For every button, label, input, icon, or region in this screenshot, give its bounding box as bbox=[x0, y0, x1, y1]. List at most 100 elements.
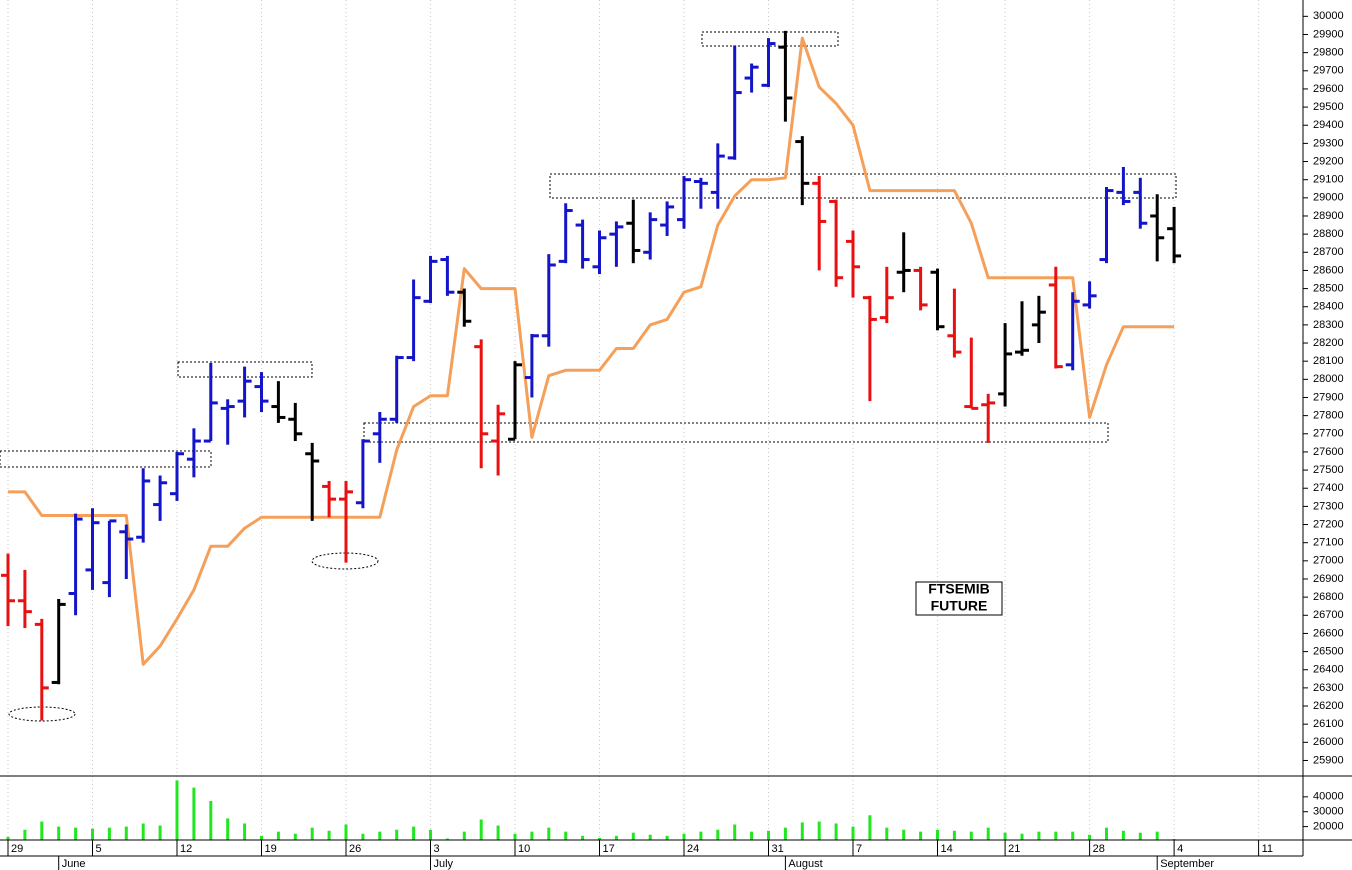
y-tick-label: 26100 bbox=[1313, 718, 1344, 730]
month-label: June bbox=[62, 858, 86, 870]
grid bbox=[7, 0, 1260, 840]
volume-bar bbox=[682, 833, 686, 840]
volume-bar bbox=[175, 780, 179, 840]
volume-bar bbox=[1138, 832, 1142, 840]
y-tick-label: 28300 bbox=[1313, 319, 1344, 331]
volume-bar bbox=[547, 827, 551, 840]
y-tick-label: 29000 bbox=[1313, 192, 1344, 204]
x-tick-label: 7 bbox=[856, 843, 862, 855]
plot bbox=[1, 30, 1182, 840]
y-tick-label: 25900 bbox=[1313, 754, 1344, 766]
volume-bar bbox=[1172, 838, 1176, 840]
x-tick-label: 19 bbox=[265, 843, 277, 855]
axes: 25900 26000 26100 26200 26300 26400 26500 26600… bbox=[7, 10, 1344, 870]
y-tick-label: 27300 bbox=[1313, 500, 1344, 512]
y-tick-label: 27700 bbox=[1313, 428, 1344, 440]
y-tick-label: 26000 bbox=[1313, 736, 1344, 748]
x-tick-label: 3 bbox=[434, 843, 440, 855]
y-tick-label: 27800 bbox=[1313, 410, 1344, 422]
volume-bar bbox=[513, 833, 517, 840]
y-tick-label: 30000 bbox=[1313, 10, 1344, 22]
y-tick-label: 28100 bbox=[1313, 355, 1344, 367]
volume-bar bbox=[767, 830, 770, 840]
y-tick-label: 28500 bbox=[1313, 282, 1344, 294]
volume-bar bbox=[1020, 833, 1024, 840]
y-tick-label: 28200 bbox=[1313, 337, 1344, 349]
y-tick-label: 28900 bbox=[1313, 210, 1344, 222]
x-tick-label: 4 bbox=[1177, 843, 1183, 855]
volume-bar bbox=[969, 831, 973, 840]
volume-bar bbox=[1003, 832, 1007, 840]
volume-bar bbox=[23, 829, 27, 840]
volume-bar bbox=[885, 827, 889, 840]
x-tick-label: 14 bbox=[941, 843, 953, 855]
y-tick-label: 26900 bbox=[1313, 573, 1344, 585]
volume-bar bbox=[952, 830, 956, 840]
volume-bar bbox=[1155, 831, 1159, 840]
volume-bar bbox=[141, 823, 145, 840]
volume-bar bbox=[91, 828, 94, 840]
volume-tick-label: 30000 bbox=[1313, 806, 1344, 818]
volume-bar bbox=[276, 831, 280, 840]
volume-bar bbox=[1054, 831, 1058, 840]
volume-bar bbox=[1121, 830, 1125, 840]
volume-bar bbox=[614, 835, 618, 840]
y-tick-label: 26200 bbox=[1313, 700, 1344, 712]
volume-bar bbox=[530, 831, 534, 840]
y-tick-label: 26800 bbox=[1313, 591, 1344, 603]
volume-bar bbox=[361, 833, 365, 840]
volume-bar bbox=[158, 825, 162, 840]
volume-bar bbox=[74, 827, 78, 840]
volume-bar bbox=[648, 834, 652, 840]
y-tick-label: 29100 bbox=[1313, 174, 1344, 186]
annotation-box bbox=[915, 581, 1003, 616]
volume-bar bbox=[919, 831, 923, 840]
volume-bar bbox=[6, 836, 10, 840]
x-tick-label: 17 bbox=[603, 843, 615, 855]
y-tick-label: 28400 bbox=[1313, 301, 1344, 313]
x-tick-label: 10 bbox=[518, 843, 530, 855]
y-tick-label: 26500 bbox=[1313, 645, 1344, 657]
volume-bar bbox=[327, 830, 331, 840]
volume-bar bbox=[665, 835, 669, 840]
y-tick-label: 27400 bbox=[1313, 482, 1344, 494]
x-tick-label: 26 bbox=[349, 843, 361, 855]
y-tick-label: 28000 bbox=[1313, 373, 1344, 385]
y-tick-label: 29300 bbox=[1313, 137, 1344, 149]
y-tick-label: 28600 bbox=[1313, 264, 1344, 276]
volume-bar bbox=[310, 827, 314, 840]
y-tick-label: 29400 bbox=[1313, 119, 1344, 131]
resistance-box bbox=[549, 173, 1177, 199]
volume-bar bbox=[40, 821, 44, 840]
volume-bar bbox=[412, 826, 416, 840]
volume-bar bbox=[1071, 831, 1075, 840]
volume-bar bbox=[834, 823, 838, 840]
y-tick-label: 26300 bbox=[1313, 682, 1344, 694]
volume-bar bbox=[581, 835, 585, 840]
x-tick-label: 31 bbox=[772, 843, 784, 855]
annotation: FUTURE bbox=[931, 598, 988, 614]
y-tick-label: 27100 bbox=[1313, 537, 1344, 549]
volume-bar bbox=[445, 838, 449, 840]
volume-bar bbox=[395, 829, 399, 840]
volume-bar bbox=[192, 787, 196, 840]
volume-bar bbox=[226, 818, 230, 840]
volume-bar bbox=[868, 815, 872, 840]
volume-bar bbox=[783, 827, 787, 840]
volume-bar bbox=[243, 823, 247, 840]
volume-bar bbox=[699, 831, 703, 840]
volume-bar bbox=[496, 825, 500, 840]
volume-bar bbox=[1088, 834, 1092, 840]
volume-tick-label: 40000 bbox=[1313, 791, 1344, 803]
volume-bar bbox=[750, 831, 754, 840]
volume-bar bbox=[209, 801, 213, 840]
volume-bar bbox=[902, 829, 906, 840]
volume-bar bbox=[936, 829, 939, 840]
volume-bar bbox=[124, 826, 128, 840]
y-tick-label: 29500 bbox=[1313, 101, 1344, 113]
volume-bar bbox=[1105, 827, 1108, 840]
month-label: July bbox=[434, 858, 454, 870]
volume-bar bbox=[851, 826, 855, 840]
